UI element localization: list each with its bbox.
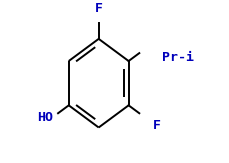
Text: HO: HO <box>37 111 53 124</box>
Text: F: F <box>95 1 103 15</box>
Text: F: F <box>153 119 161 132</box>
Text: Pr-i: Pr-i <box>162 51 194 64</box>
